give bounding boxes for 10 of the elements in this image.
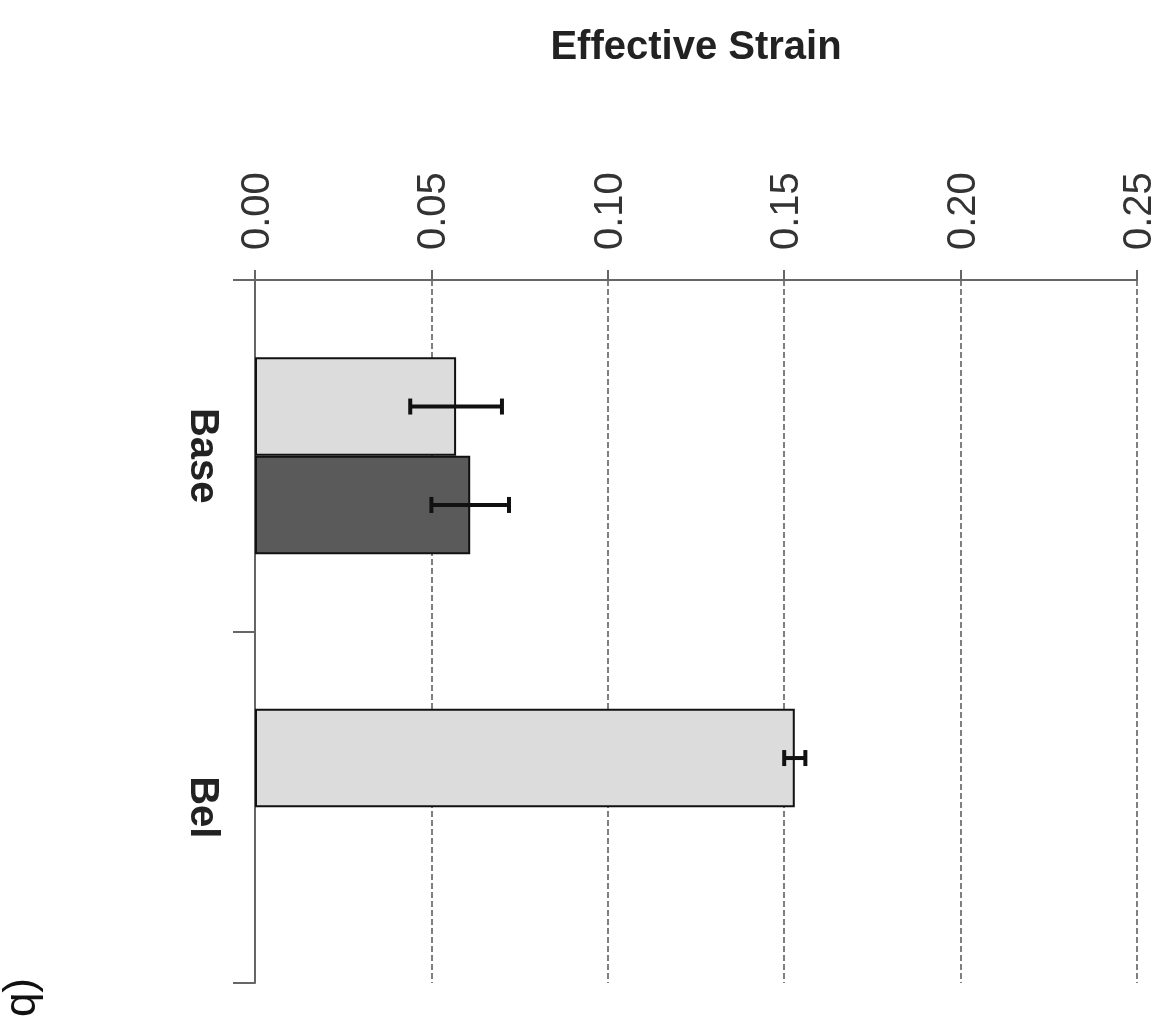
x-tick-label: 0.25 [1115,172,1157,250]
x-tick-label: 0.05 [409,172,454,250]
x-tick-label: 0.00 [233,172,277,250]
text: (b [1,977,51,1017]
y-tick-label: Bel [183,776,227,839]
x-axis-title: Effective Strain [550,23,842,67]
x-tick-label: 0.15 [762,172,807,250]
x-tick-label: 0.10 [585,172,630,250]
x-tick-label: 0.20 [938,172,983,250]
y-tick-label: Base [183,407,227,504]
